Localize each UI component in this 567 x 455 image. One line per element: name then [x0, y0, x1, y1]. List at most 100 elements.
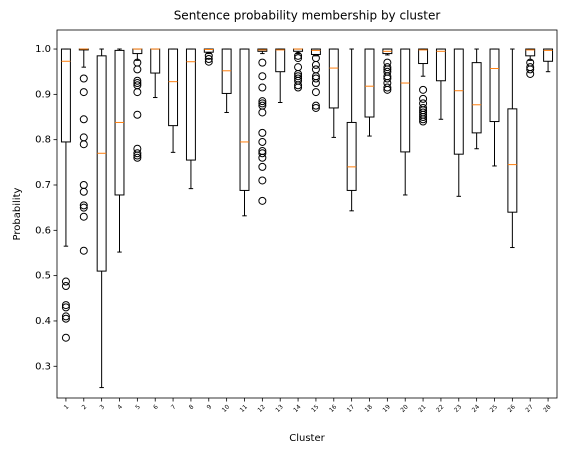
y-tick-label: 0.4: [35, 316, 51, 327]
box: [328, 48, 339, 109]
flier: [383, 85, 392, 94]
flier: [204, 57, 213, 66]
x-tick-label: 24: [471, 403, 481, 413]
flier: [294, 83, 303, 92]
flier: [133, 65, 142, 74]
box: [364, 48, 375, 118]
flier: [133, 79, 142, 88]
x-tick-label: 18: [364, 403, 374, 413]
flier: [61, 314, 70, 323]
flier: [204, 55, 213, 64]
flier: [204, 51, 213, 60]
x-tick-label: 26: [506, 403, 516, 413]
flier: [383, 74, 392, 83]
x-tick-label: 3: [98, 403, 106, 411]
flier: [258, 72, 267, 81]
x-axis-label: Cluster: [289, 433, 325, 444]
flier: [294, 51, 303, 60]
box: [96, 55, 107, 272]
chart-title: Sentence probability membership by clust…: [174, 9, 441, 23]
x-tick-label: 5: [134, 403, 142, 411]
x-tick-label: 14: [292, 403, 302, 413]
flier: [294, 72, 303, 81]
flier: [419, 113, 428, 122]
flier: [79, 74, 88, 83]
x-tick-label: 21: [417, 403, 427, 413]
x-tick-label: 25: [489, 403, 499, 413]
x-tick-label: 4: [116, 403, 124, 411]
flier: [79, 212, 88, 221]
flier: [133, 110, 142, 119]
x-tick-label: 28: [542, 403, 552, 413]
box: [489, 48, 500, 123]
y-axis-label: Probability: [12, 187, 23, 240]
box: [418, 48, 429, 65]
x-tick-label: 20: [399, 403, 409, 413]
x-tick-label: 27: [524, 403, 534, 413]
x-tick-label: 17: [346, 403, 356, 413]
flier: [79, 88, 88, 97]
flier: [133, 88, 142, 97]
flier: [61, 312, 70, 321]
flier: [258, 137, 267, 146]
flier: [311, 88, 320, 97]
flier: [311, 103, 320, 112]
flier: [258, 176, 267, 185]
box: [346, 121, 357, 191]
box: [275, 48, 286, 73]
x-tick-label: 6: [152, 403, 160, 411]
x-tick-label: 15: [310, 403, 320, 413]
flier: [79, 203, 88, 212]
y-tick-label: 0.9: [35, 89, 51, 100]
flier: [294, 81, 303, 90]
flier: [311, 79, 320, 88]
flier: [383, 83, 392, 92]
x-tick-label: 1: [63, 403, 71, 411]
box: [132, 48, 143, 55]
flier: [258, 196, 267, 205]
box: [507, 108, 518, 213]
flier: [311, 65, 320, 74]
y-tick-label: 0.8: [35, 135, 51, 146]
x-tick-label: 7: [170, 403, 178, 411]
flier: [294, 63, 303, 72]
flier: [258, 58, 267, 67]
x-tick-label: 10: [221, 403, 231, 413]
x-tick-label: 13: [274, 403, 284, 413]
flier: [258, 149, 267, 158]
box: [150, 48, 161, 74]
x-tick-label: 16: [328, 403, 338, 413]
flier: [133, 76, 142, 85]
x-tick-label: 23: [453, 403, 463, 413]
flier: [61, 282, 70, 291]
flier: [79, 187, 88, 196]
flier: [258, 128, 267, 137]
y-tick-label: 0.6: [35, 225, 51, 236]
box: [60, 48, 71, 143]
box: [471, 62, 482, 134]
flier: [61, 333, 70, 342]
flier: [258, 153, 267, 162]
y-tick-label: 0.3: [35, 361, 51, 372]
flier: [79, 246, 88, 255]
flier: [526, 65, 535, 74]
flier: [311, 101, 320, 110]
x-tick-label: 19: [381, 403, 391, 413]
flier: [294, 54, 303, 63]
flier: [311, 60, 320, 69]
box: [543, 48, 554, 62]
flier: [79, 201, 88, 210]
flier: [133, 151, 142, 160]
flier: [258, 108, 267, 117]
flier: [79, 140, 88, 149]
flier: [79, 133, 88, 142]
flier: [526, 69, 535, 78]
flier: [258, 83, 267, 92]
flier: [419, 117, 428, 126]
x-tick-label: 22: [435, 403, 445, 413]
x-tick-label: 11: [239, 403, 249, 413]
x-tick-label: 9: [206, 403, 214, 411]
box: [400, 48, 411, 153]
